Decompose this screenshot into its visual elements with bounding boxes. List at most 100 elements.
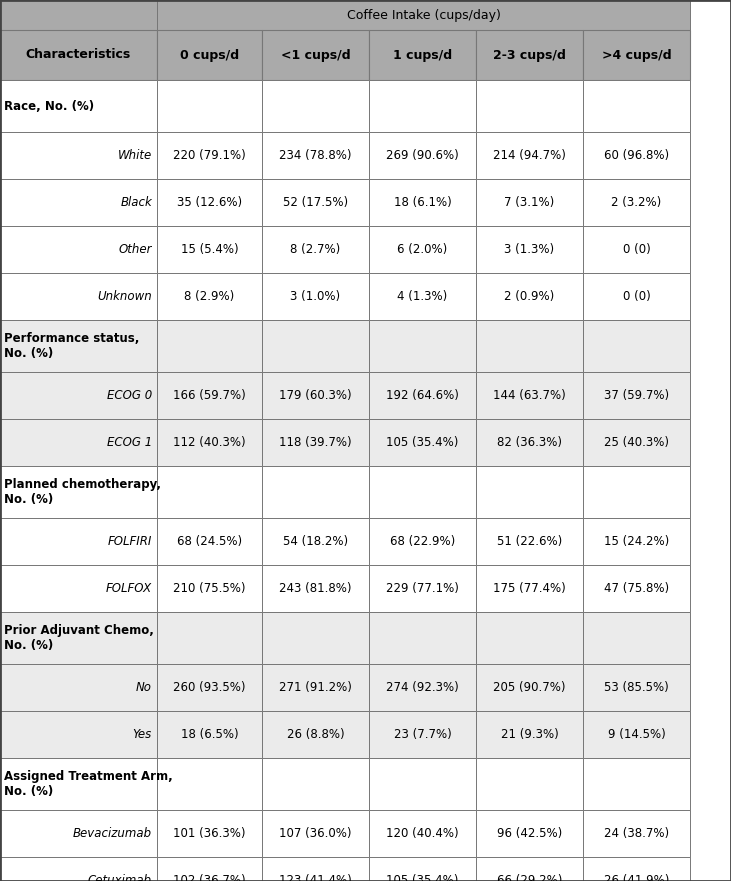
Text: 118 (39.7%): 118 (39.7%): [279, 436, 352, 449]
Text: 52 (17.5%): 52 (17.5%): [283, 196, 348, 209]
Text: 274 (92.3%): 274 (92.3%): [386, 681, 459, 694]
Text: 105 (35.4%): 105 (35.4%): [386, 436, 458, 449]
Text: 23 (7.7%): 23 (7.7%): [393, 728, 451, 741]
Text: Bevacizumab: Bevacizumab: [73, 827, 152, 840]
Text: 1 cups/d: 1 cups/d: [393, 48, 452, 62]
Text: 179 (60.3%): 179 (60.3%): [279, 389, 352, 402]
Text: 82 (36.3%): 82 (36.3%): [497, 436, 562, 449]
Bar: [369, 711, 476, 758]
Bar: [157, 857, 262, 881]
Bar: [0, 565, 157, 612]
Text: 2 (3.2%): 2 (3.2%): [611, 196, 662, 209]
Text: 0 (0): 0 (0): [623, 243, 651, 256]
Bar: [476, 857, 583, 881]
Bar: [583, 419, 690, 466]
Bar: [476, 80, 583, 132]
Text: 26 (41.9%): 26 (41.9%): [604, 874, 669, 881]
Bar: [157, 758, 262, 810]
Text: 220 (79.1%): 220 (79.1%): [173, 149, 246, 162]
Bar: [262, 226, 369, 273]
Text: 66 (29.2%): 66 (29.2%): [497, 874, 562, 881]
Bar: [0, 132, 157, 179]
Text: 9 (14.5%): 9 (14.5%): [607, 728, 665, 741]
Bar: [262, 80, 369, 132]
Bar: [262, 372, 369, 419]
Text: Planned chemotherapy,
No. (%): Planned chemotherapy, No. (%): [4, 478, 161, 506]
Bar: [583, 664, 690, 711]
Text: 4 (1.3%): 4 (1.3%): [398, 290, 447, 303]
Bar: [157, 273, 262, 320]
Bar: [0, 810, 157, 857]
Text: 2-3 cups/d: 2-3 cups/d: [493, 48, 566, 62]
Text: Cetuximab: Cetuximab: [88, 874, 152, 881]
Bar: [0, 80, 157, 132]
Text: 15 (5.4%): 15 (5.4%): [181, 243, 238, 256]
Bar: [583, 132, 690, 179]
Bar: [0, 30, 157, 80]
Text: White: White: [118, 149, 152, 162]
Text: 271 (91.2%): 271 (91.2%): [279, 681, 352, 694]
Text: FOLFOX: FOLFOX: [106, 582, 152, 595]
Text: Yes: Yes: [133, 728, 152, 741]
Text: 68 (24.5%): 68 (24.5%): [177, 535, 242, 548]
Bar: [476, 466, 583, 518]
Bar: [262, 273, 369, 320]
Bar: [262, 565, 369, 612]
Text: 3 (1.3%): 3 (1.3%): [504, 243, 555, 256]
Text: Performance status,
No. (%): Performance status, No. (%): [4, 332, 140, 360]
Bar: [157, 0, 690, 30]
Bar: [262, 758, 369, 810]
Bar: [369, 857, 476, 881]
Text: Prior Adjuvant Chemo,
No. (%): Prior Adjuvant Chemo, No. (%): [4, 624, 154, 652]
Bar: [262, 664, 369, 711]
Text: 205 (90.7%): 205 (90.7%): [493, 681, 566, 694]
Text: 54 (18.2%): 54 (18.2%): [283, 535, 348, 548]
Bar: [369, 810, 476, 857]
Text: 123 (41.4%): 123 (41.4%): [279, 874, 352, 881]
Bar: [583, 179, 690, 226]
Bar: [262, 857, 369, 881]
Text: 96 (42.5%): 96 (42.5%): [497, 827, 562, 840]
Bar: [476, 711, 583, 758]
Bar: [476, 419, 583, 466]
Text: 260 (93.5%): 260 (93.5%): [173, 681, 246, 694]
Bar: [262, 466, 369, 518]
Text: 105 (35.4%): 105 (35.4%): [386, 874, 458, 881]
Bar: [583, 320, 690, 372]
Bar: [262, 612, 369, 664]
Bar: [157, 466, 262, 518]
Text: 25 (40.3%): 25 (40.3%): [604, 436, 669, 449]
Text: ECOG 0: ECOG 0: [107, 389, 152, 402]
Bar: [583, 30, 690, 80]
Text: 35 (12.6%): 35 (12.6%): [177, 196, 242, 209]
Bar: [0, 518, 157, 565]
Text: 8 (2.9%): 8 (2.9%): [184, 290, 235, 303]
Text: 8 (2.7%): 8 (2.7%): [290, 243, 341, 256]
Bar: [583, 226, 690, 273]
Bar: [583, 273, 690, 320]
Bar: [583, 466, 690, 518]
Bar: [369, 226, 476, 273]
Bar: [476, 132, 583, 179]
Bar: [476, 226, 583, 273]
Bar: [369, 132, 476, 179]
Bar: [157, 711, 262, 758]
Bar: [369, 372, 476, 419]
Text: 112 (40.3%): 112 (40.3%): [173, 436, 246, 449]
Text: 234 (78.8%): 234 (78.8%): [279, 149, 352, 162]
Text: Coffee Intake (cups/day): Coffee Intake (cups/day): [346, 9, 501, 21]
Bar: [369, 320, 476, 372]
Text: 0 (0): 0 (0): [623, 290, 651, 303]
Text: 120 (40.4%): 120 (40.4%): [386, 827, 459, 840]
Text: 2 (0.9%): 2 (0.9%): [504, 290, 555, 303]
Bar: [157, 664, 262, 711]
Bar: [157, 80, 262, 132]
Bar: [583, 857, 690, 881]
Text: No: No: [136, 681, 152, 694]
Bar: [476, 810, 583, 857]
Text: 60 (96.8%): 60 (96.8%): [604, 149, 669, 162]
Bar: [369, 565, 476, 612]
Text: Black: Black: [121, 196, 152, 209]
Text: >4 cups/d: >4 cups/d: [602, 48, 671, 62]
Bar: [0, 372, 157, 419]
